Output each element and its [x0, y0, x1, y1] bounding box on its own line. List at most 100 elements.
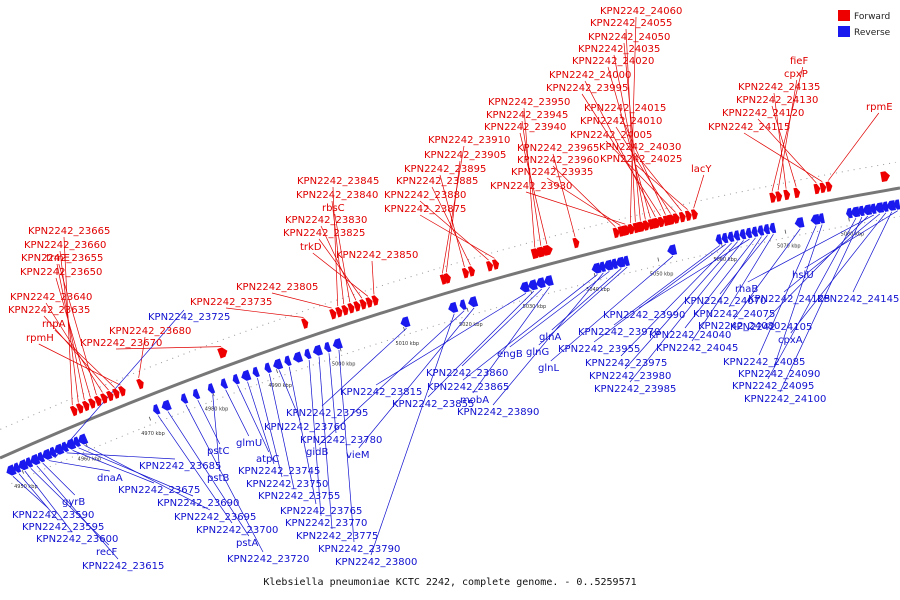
forward-gene-label[interactable]: lacY [691, 164, 712, 175]
reverse-gene-label[interactable]: cpxA [778, 335, 803, 346]
reverse-gene-label[interactable]: KPN2242_23860 [426, 368, 508, 379]
reverse-gene-label[interactable]: KPN2242_23750 [246, 479, 328, 490]
forward-gene-label[interactable]: KPN2242_23670 [80, 338, 162, 349]
forward-gene-label[interactable]: KPN2242_24115 [708, 122, 790, 133]
forward-gene-label[interactable]: rpmE [866, 102, 893, 113]
reverse-gene[interactable] [78, 433, 89, 445]
reverse-gene-label[interactable]: engB [497, 349, 523, 360]
reverse-gene[interactable] [220, 378, 229, 389]
reverse-gene[interactable] [459, 299, 467, 310]
forward-gene[interactable] [542, 245, 553, 256]
forward-gene[interactable] [347, 303, 355, 314]
forward-gene[interactable] [106, 390, 114, 402]
forward-gene-label[interactable]: KPN2242_24030 [599, 142, 681, 153]
reverse-gene[interactable] [874, 202, 885, 213]
reverse-gene[interactable] [54, 443, 65, 455]
reverse-gene[interactable] [769, 222, 777, 234]
reverse-gene[interactable] [599, 261, 606, 273]
forward-gene[interactable] [82, 400, 90, 412]
forward-gene[interactable] [793, 187, 801, 199]
reverse-gene-label[interactable]: KPN2242_23800 [335, 557, 417, 568]
reverse-gene-label[interactable]: KPN2242_23600 [36, 534, 118, 545]
forward-gene[interactable] [118, 386, 126, 397]
forward-gene-label[interactable]: KPN2242_24120 [722, 108, 804, 119]
forward-gene-label[interactable]: KPN2242_23945 [486, 110, 568, 121]
reverse-gene[interactable] [153, 404, 161, 415]
forward-gene-label[interactable]: KPN2242_24005 [570, 130, 652, 141]
forward-gene[interactable] [775, 191, 783, 202]
forward-gene-label[interactable]: KPN2242_24015 [584, 103, 666, 114]
reverse-gene[interactable] [207, 383, 216, 394]
reverse-gene[interactable] [192, 388, 201, 400]
reverse-gene-label[interactable]: KPN2242_23865 [427, 382, 509, 393]
forward-gene-label[interactable]: KPN2242_23635 [8, 305, 90, 316]
forward-gene-label[interactable]: KPN2242_23805 [236, 282, 318, 293]
forward-gene-label[interactable]: trkD [300, 242, 322, 253]
reverse-gene[interactable] [264, 362, 272, 374]
reverse-gene[interactable] [273, 358, 284, 370]
reverse-gene[interactable] [794, 217, 805, 228]
reverse-gene-label[interactable]: KPN2242_23685 [139, 461, 221, 472]
reverse-gene[interactable] [61, 441, 70, 453]
forward-gene[interactable] [365, 297, 373, 308]
reverse-gene[interactable] [332, 338, 343, 350]
reverse-gene-label[interactable]: glnG [526, 347, 549, 358]
reverse-gene-label[interactable]: KPN2242_23990 [603, 310, 685, 321]
reverse-gene[interactable] [591, 262, 602, 274]
reverse-gene-label[interactable]: KPN2242_24095 [732, 381, 814, 392]
forward-gene[interactable] [769, 192, 777, 203]
reverse-gene-label[interactable]: gidB [306, 447, 328, 458]
forward-gene-label[interactable]: KPN2242_23950 [488, 97, 570, 108]
reverse-gene-label[interactable]: KPN2242_23985 [594, 384, 676, 395]
reverse-gene-label[interactable]: KPN2242_24045 [656, 343, 738, 354]
forward-gene-label[interactable]: KPN2242_23850 [336, 250, 418, 261]
forward-gene-label[interactable]: KPN2242_24000 [549, 70, 631, 81]
forward-gene[interactable] [492, 259, 500, 270]
reverse-gene-label[interactable]: KPN2242_23720 [227, 554, 309, 565]
forward-gene[interactable] [819, 182, 827, 194]
forward-gene-label[interactable]: KPN2242_24035 [578, 44, 660, 55]
reverse-gene[interactable] [603, 259, 614, 271]
reverse-gene-label[interactable]: glmU [236, 438, 262, 449]
reverse-gene[interactable] [18, 459, 29, 471]
forward-gene[interactable] [88, 398, 96, 409]
forward-gene[interactable] [100, 393, 108, 404]
reverse-gene-label[interactable]: KPN2242_24090 [738, 369, 820, 380]
reverse-gene-label[interactable]: KPN2242_24105 [730, 322, 812, 333]
reverse-gene[interactable] [763, 224, 771, 235]
forward-gene[interactable] [678, 211, 686, 223]
reverse-gene-label[interactable]: KPN2242_23890 [457, 407, 539, 418]
reverse-gene-label[interactable]: KPN2242_24075 [693, 309, 775, 320]
reverse-gene[interactable] [615, 256, 626, 268]
forward-gene-label[interactable]: KPN2242_23660 [24, 240, 106, 251]
reverse-gene[interactable] [30, 453, 41, 466]
reverse-gene-label[interactable]: pstA [236, 538, 258, 549]
reverse-gene-label[interactable]: mobA [460, 395, 489, 406]
reverse-gene[interactable] [304, 348, 312, 360]
reverse-gene-label[interactable]: KPN2242_24080 [698, 321, 780, 332]
forward-gene[interactable] [353, 301, 361, 312]
reverse-gene[interactable] [284, 355, 292, 367]
reverse-gene-label[interactable]: KPN2242_23755 [258, 491, 340, 502]
reverse-gene-label[interactable]: vieM [346, 450, 369, 461]
reverse-gene-label[interactable]: KPN2242_24040 [649, 330, 731, 341]
reverse-gene[interactable] [37, 451, 46, 463]
reverse-gene-label[interactable]: KPN2242_23595 [22, 522, 104, 533]
reverse-gene-label[interactable]: KPN2242_23760 [264, 422, 346, 433]
forward-gene-label[interactable]: rbsC [322, 203, 345, 214]
reverse-gene[interactable] [893, 199, 900, 210]
forward-gene-label[interactable]: KPN2242_23940 [484, 122, 566, 133]
reverse-gene-label[interactable]: KPN2242_24100 [744, 394, 826, 405]
reverse-gene-label[interactable]: KPN2242_23675 [118, 485, 200, 496]
reverse-gene[interactable] [42, 448, 53, 460]
reverse-gene-label[interactable]: KPN2242_23765 [280, 506, 362, 517]
forward-gene-label[interactable]: KPN2242_23650 [20, 267, 102, 278]
forward-gene[interactable] [684, 210, 692, 222]
reverse-gene[interactable] [400, 316, 411, 328]
reverse-gene-label[interactable]: KPN2242_24085 [723, 357, 805, 368]
forward-gene[interactable] [612, 227, 620, 239]
reverse-gene[interactable] [312, 344, 323, 356]
forward-gene-label[interactable]: KPN2242_24050 [588, 32, 670, 43]
forward-gene-label[interactable]: KPN2242_23640 [10, 292, 92, 303]
reverse-gene[interactable] [850, 206, 861, 218]
